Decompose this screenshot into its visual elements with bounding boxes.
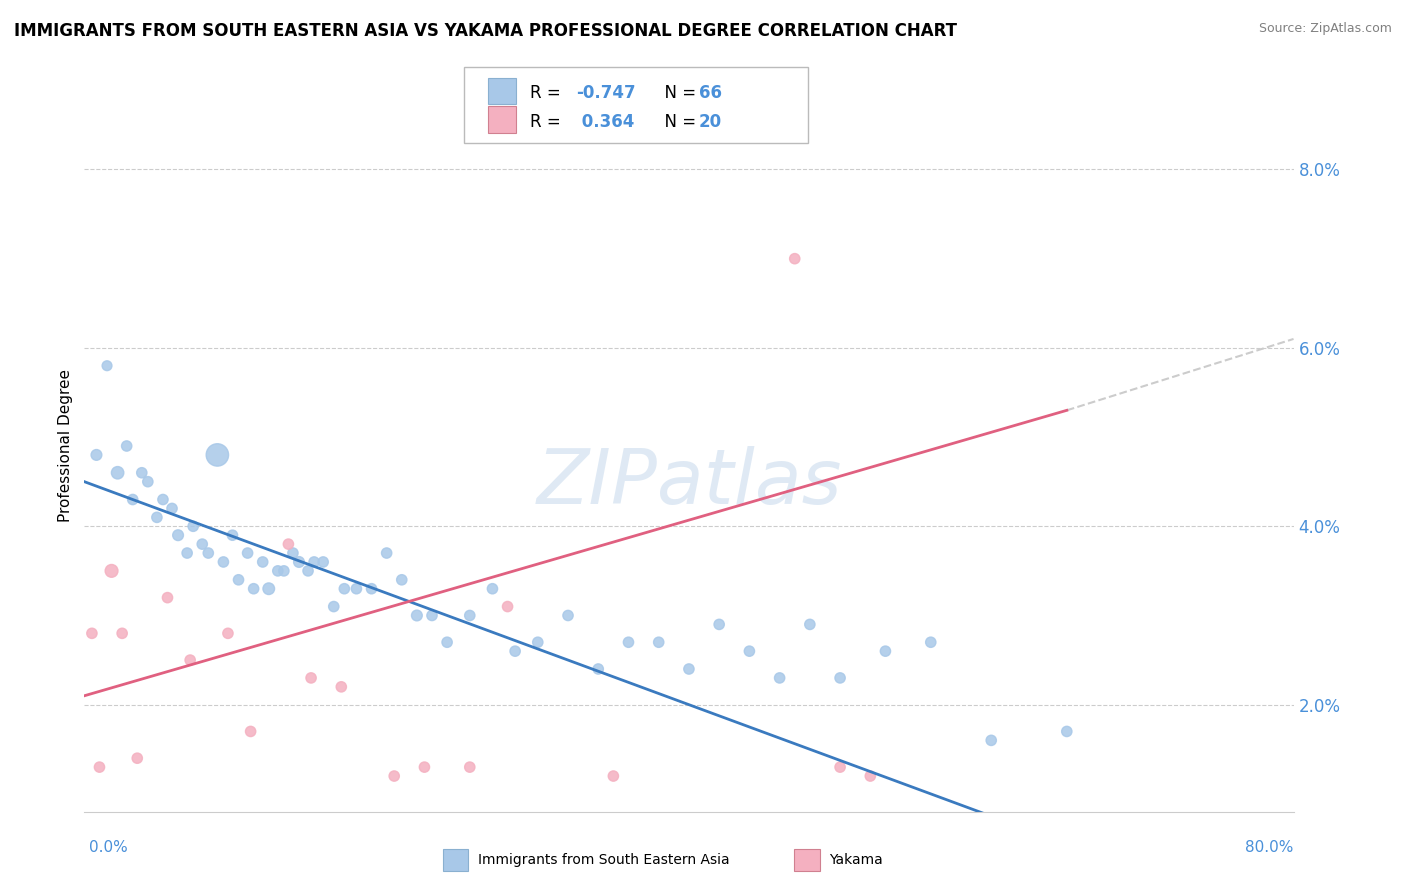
Point [273,564,295,578]
Point [252,555,274,569]
Point [299,671,322,685]
Text: IMMIGRANTS FROM SOUTH EASTERN ASIA VS YAKAMA PROFESSIONAL DEGREE CORRELATION CHA: IMMIGRANTS FROM SOUTH EASTERN ASIA VS YA… [14,22,957,40]
Point [420,608,443,623]
Point [242,582,264,596]
Point [207,448,229,462]
Text: 80.0%: 80.0% [1246,840,1294,855]
Point [89,760,111,774]
Point [146,510,169,524]
Point [602,769,624,783]
Point [131,466,153,480]
Point [799,617,821,632]
Point [179,653,201,667]
Point [413,760,436,774]
Text: R =: R = [530,84,567,102]
Point [391,573,413,587]
Point [330,680,353,694]
Point [859,769,882,783]
Point [375,546,398,560]
Text: N =: N = [654,84,702,102]
Point [176,546,198,560]
Point [617,635,640,649]
Point [360,582,382,596]
Point [281,546,304,560]
Point [257,582,280,596]
Point [167,528,190,542]
Point [111,626,134,640]
Point [160,501,183,516]
Point [458,608,481,623]
Text: R =: R = [530,112,571,130]
Point [980,733,1002,747]
Y-axis label: Professional Degree: Professional Degree [58,369,73,523]
Point [100,564,122,578]
Text: Immigrants from South Eastern Asia: Immigrants from South Eastern Asia [478,853,730,867]
Text: 66: 66 [699,84,721,102]
Point [239,724,262,739]
Point [302,555,325,569]
Point [181,519,204,533]
Point [875,644,897,658]
Point [217,626,239,640]
Point [322,599,344,614]
Point [648,635,671,649]
Point [738,644,761,658]
Point [221,528,243,542]
Point [436,635,458,649]
Point [121,492,143,507]
Point [678,662,700,676]
Point [107,466,129,480]
Point [503,644,526,658]
Point [458,760,481,774]
Point [312,555,335,569]
Text: Yakama: Yakama [830,853,883,867]
Text: -0.747: -0.747 [576,84,636,102]
Point [228,573,250,587]
Point [236,546,259,560]
Point [288,555,311,569]
Text: ZIPatlas: ZIPatlas [536,446,842,519]
Point [783,252,806,266]
Point [191,537,214,551]
Point [481,582,503,596]
Text: N =: N = [654,112,702,130]
Point [406,608,429,623]
Text: 0.364: 0.364 [576,112,636,130]
Point [557,608,579,623]
Point [267,564,290,578]
Point [96,359,118,373]
Point [382,769,405,783]
Point [830,760,852,774]
Point [136,475,159,489]
Point [769,671,792,685]
Point [588,662,610,676]
Point [197,546,219,560]
Point [156,591,179,605]
Point [127,751,149,765]
Point [830,671,852,685]
Point [115,439,138,453]
Point [333,582,356,596]
Point [1056,724,1078,739]
Point [496,599,519,614]
Point [152,492,174,507]
Point [346,582,368,596]
Text: Source: ZipAtlas.com: Source: ZipAtlas.com [1258,22,1392,36]
Point [920,635,942,649]
Point [80,626,103,640]
Point [527,635,550,649]
Point [86,448,108,462]
Point [297,564,319,578]
Text: 20: 20 [699,112,721,130]
Point [212,555,235,569]
Point [277,537,299,551]
Text: 0.0%: 0.0% [89,840,128,855]
Point [709,617,731,632]
